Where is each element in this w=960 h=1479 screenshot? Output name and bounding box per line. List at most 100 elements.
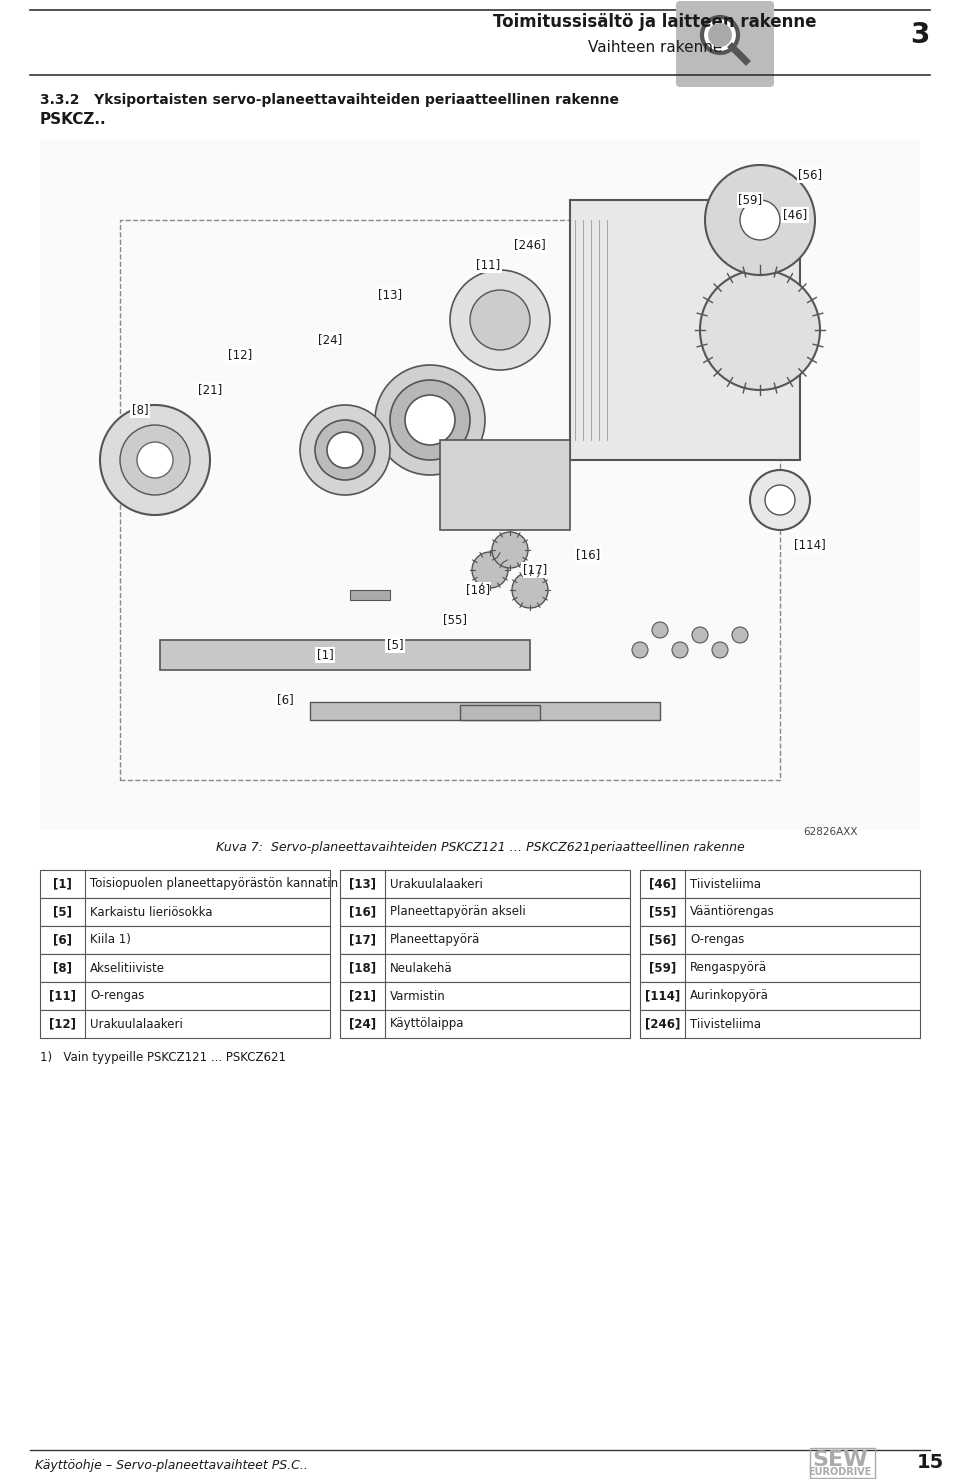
Text: Akselitiiviste: Akselitiiviste (90, 961, 165, 975)
Text: PSKCZ..: PSKCZ.. (40, 112, 107, 127)
Bar (570, 200, 800, 460)
Text: Planeettapyörä: Planeettapyörä (390, 933, 480, 947)
Bar (160, 640, 530, 670)
Text: [5]: [5] (53, 905, 72, 918)
Circle shape (470, 290, 530, 351)
Circle shape (390, 380, 470, 460)
Circle shape (765, 485, 795, 515)
Circle shape (327, 432, 363, 467)
Text: [114]: [114] (645, 989, 680, 1003)
Bar (460, 705, 540, 720)
Bar (350, 590, 390, 600)
Text: [16]: [16] (348, 905, 376, 918)
Text: Kiila 1): Kiila 1) (90, 933, 131, 947)
Text: [13]: [13] (349, 877, 376, 890)
Bar (40, 141, 920, 830)
Text: [17]: [17] (523, 563, 547, 577)
Text: Tiivisteliima: Tiivisteliima (690, 1018, 761, 1031)
Bar (340, 982, 630, 1010)
Text: [56]: [56] (649, 933, 676, 947)
Bar (40, 926, 330, 954)
Text: [8]: [8] (132, 404, 148, 417)
Text: Urakuulalaakeri: Urakuulalaakeri (90, 1018, 182, 1031)
Text: [16]: [16] (576, 549, 600, 562)
Text: [21]: [21] (349, 989, 376, 1003)
Text: Neulakehä: Neulakehä (390, 961, 452, 975)
Circle shape (702, 16, 738, 53)
Text: 15: 15 (917, 1452, 944, 1472)
Bar (340, 926, 630, 954)
Text: [59]: [59] (738, 194, 762, 207)
Circle shape (692, 627, 708, 643)
Text: [6]: [6] (276, 694, 294, 707)
Text: [21]: [21] (198, 383, 222, 396)
Text: O-rengas: O-rengas (90, 989, 144, 1003)
Text: [246]: [246] (515, 238, 546, 251)
Circle shape (315, 420, 375, 481)
Text: [18]: [18] (466, 584, 490, 596)
Text: Urakuulalaakeri: Urakuulalaakeri (390, 877, 483, 890)
Text: [17]: [17] (349, 933, 376, 947)
Bar (340, 1010, 630, 1038)
Circle shape (120, 424, 190, 495)
Text: [12]: [12] (228, 349, 252, 361)
Text: [8]: [8] (53, 961, 72, 975)
Text: 3: 3 (910, 21, 929, 49)
Text: [12]: [12] (49, 1018, 76, 1031)
Text: [24]: [24] (348, 1018, 376, 1031)
Bar (40, 870, 330, 898)
Text: [246]: [246] (645, 1018, 681, 1031)
Text: Karkaistu lieriösokka: Karkaistu lieriösokka (90, 905, 212, 918)
Bar (640, 982, 920, 1010)
Text: SEW: SEW (812, 1449, 868, 1470)
Text: Varmistin: Varmistin (390, 989, 445, 1003)
Text: 1)   Vain tyypeille PSKCZ121 ... PSKCZ621: 1) Vain tyypeille PSKCZ121 ... PSKCZ621 (40, 1052, 286, 1065)
Circle shape (740, 200, 780, 240)
Bar (40, 1010, 330, 1038)
Circle shape (712, 642, 728, 658)
Text: Kuva 7:  Servo-planeettavaihteiden PSKCZ121 … PSKCZ621periaatteellinen rakenne: Kuva 7: Servo-planeettavaihteiden PSKCZ1… (216, 842, 744, 855)
Bar (40, 898, 330, 926)
Circle shape (705, 166, 815, 275)
FancyBboxPatch shape (676, 1, 774, 87)
Bar (40, 954, 330, 982)
Bar (310, 703, 660, 720)
Circle shape (632, 642, 648, 658)
Bar (120, 220, 780, 779)
Text: EURODRIVE: EURODRIVE (808, 1467, 872, 1478)
Text: [11]: [11] (49, 989, 76, 1003)
Bar (810, 1448, 875, 1478)
Text: Vääntiörengas: Vääntiörengas (690, 905, 775, 918)
Circle shape (750, 470, 810, 529)
Text: [55]: [55] (443, 614, 467, 627)
Text: Rengaspyörä: Rengaspyörä (690, 961, 767, 975)
Text: [5]: [5] (387, 639, 403, 652)
Circle shape (652, 623, 668, 637)
Text: [6]: [6] (53, 933, 72, 947)
Text: [18]: [18] (348, 961, 376, 975)
Bar (340, 954, 630, 982)
Circle shape (708, 24, 732, 47)
Bar (640, 926, 920, 954)
Text: [46]: [46] (782, 209, 807, 222)
Circle shape (450, 271, 550, 370)
Text: [46]: [46] (649, 877, 676, 890)
Text: Käyttölaippa: Käyttölaippa (390, 1018, 465, 1031)
Bar (340, 870, 630, 898)
Circle shape (300, 405, 390, 495)
Circle shape (672, 642, 688, 658)
Text: Toisiopuolen planeettapyörästön kannatin: Toisiopuolen planeettapyörästön kannatin (90, 877, 338, 890)
Text: [55]: [55] (649, 905, 676, 918)
Text: [114]: [114] (794, 538, 826, 552)
Text: Käyttöohje – Servo-planeettavaihteet PS.C..: Käyttöohje – Servo-planeettavaihteet PS.… (35, 1458, 308, 1472)
Circle shape (700, 271, 820, 390)
Text: 62826AXX: 62826AXX (804, 827, 858, 837)
Text: [1]: [1] (317, 648, 333, 661)
Text: [59]: [59] (649, 961, 676, 975)
Text: [1]: [1] (53, 877, 72, 890)
Text: 3.3.2   Yksiportaisten servo-planeettavaihteiden periaatteellinen rakenne: 3.3.2 Yksiportaisten servo-planeettavaih… (40, 93, 619, 106)
Text: [24]: [24] (318, 333, 342, 346)
Circle shape (137, 442, 173, 478)
Text: Vaihteen rakenne: Vaihteen rakenne (588, 40, 722, 56)
Circle shape (100, 405, 210, 515)
